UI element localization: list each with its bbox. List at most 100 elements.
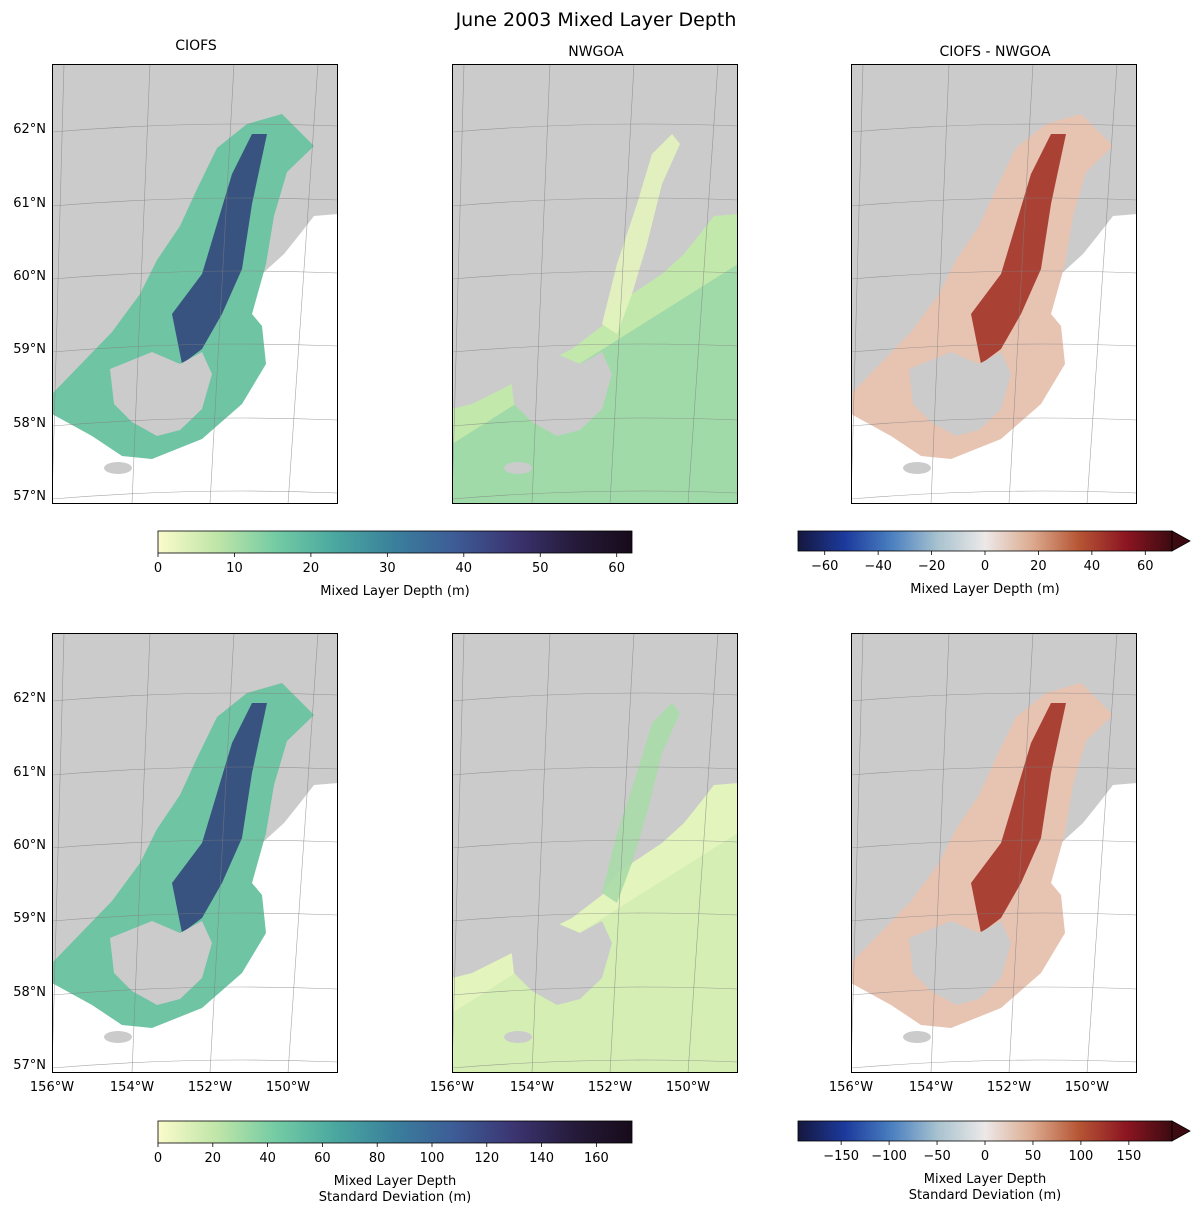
meridian-line: [531, 64, 551, 504]
parallel-line: [851, 123, 1137, 133]
lon-tick-label: 150°W: [666, 1080, 710, 1095]
parallel-line: [452, 123, 738, 133]
parallel-line: [52, 839, 338, 849]
colorbar-tick-label: −150: [823, 1149, 859, 1164]
meridian-line: [52, 633, 65, 1073]
colorbar-tick-label: 40: [456, 561, 473, 576]
lon-tick-label: 154°W: [110, 1080, 154, 1095]
panel-frame: [851, 64, 1137, 504]
parallel-line: [52, 343, 338, 353]
parallel-line: [851, 912, 1137, 922]
lat-tick-label: 61°N: [13, 765, 46, 780]
lat-tick-label: 61°N: [13, 196, 46, 211]
lat-tick-label: 58°N: [13, 416, 46, 431]
lon-tick-label: 150°W: [1065, 1080, 1109, 1095]
meridian-line: [209, 64, 235, 504]
lon-tick-label: 152°W: [588, 1080, 632, 1095]
colorbar-tick-label: −60: [811, 559, 838, 574]
parallel-line: [452, 490, 738, 500]
island: [903, 462, 931, 474]
lat-tick-label: 62°N: [13, 122, 46, 137]
parallel-line: [452, 912, 738, 922]
parallel-line: [452, 1059, 738, 1069]
island: [903, 1031, 931, 1043]
parallel-line: [452, 766, 738, 776]
colorbar-mean-diff: −60 −40 −20 0 20 40 60 Mixed Layer Depth (m): [797, 530, 1191, 597]
colorbar-tick-label: −20: [918, 559, 945, 574]
panel-frame: [452, 64, 738, 504]
colorbar-label: Mixed Layer Depth (m): [910, 582, 1059, 597]
colorbar-tick-label: −50: [923, 1149, 950, 1164]
colorbar-mean: 0 10 20 30 40 50 60 Mixed Layer Depth (m): [154, 530, 633, 599]
meridian-line: [687, 64, 719, 504]
parallel-line: [52, 692, 338, 702]
lat-tick-label: 62°N: [13, 691, 46, 706]
lat-tick-label: 57°N: [13, 1058, 46, 1073]
parallel-line: [851, 197, 1137, 207]
colorbar-tick-label: 60: [1137, 559, 1154, 574]
colorbar-tick-label: 40: [259, 1151, 276, 1166]
colorbar-std-diff: −150 −100 −50 0 50 100 150 Mixed Layer DepthSta…: [797, 1120, 1191, 1203]
parallel-line: [52, 270, 338, 280]
parallel-line: [452, 417, 738, 427]
meridian-line: [131, 633, 151, 1073]
parallel-line: [851, 839, 1137, 849]
parallel-line: [52, 912, 338, 922]
meridian-line: [1086, 64, 1118, 504]
colorbar-tick-label: 160: [584, 1151, 609, 1166]
colorbar-tick-label: 30: [379, 561, 396, 576]
meridian-line: [1086, 633, 1118, 1073]
map-panel-ciofs-std: [52, 633, 338, 1073]
lat-tick-label: 60°N: [13, 269, 46, 284]
meridian-line: [609, 633, 635, 1073]
meridian-line: [609, 64, 635, 504]
field-core: [172, 703, 267, 933]
colorbar-label: Standard Deviation (m): [909, 1188, 1061, 1203]
colorbar-extend-arrow: [1171, 530, 1191, 552]
panel-title-difference: CIOFS - NWGOA: [939, 44, 1051, 60]
island: [504, 1031, 532, 1043]
lat-tick-label: 59°N: [13, 911, 46, 926]
parallel-line: [52, 490, 338, 500]
parallel-line: [452, 986, 738, 996]
parallel-line: [452, 839, 738, 849]
parallel-line: [52, 197, 338, 207]
lat-tick-label: 57°N: [13, 489, 46, 504]
lon-tick-label: 156°W: [430, 1080, 474, 1095]
panel-frame: [452, 633, 738, 1073]
parallel-line: [851, 986, 1137, 996]
colorbar-tick-label: 0: [154, 1151, 162, 1166]
meridian-line: [531, 633, 551, 1073]
lon-tick-label: 152°W: [188, 1080, 232, 1095]
parallel-line: [452, 343, 738, 353]
parallel-line: [52, 1059, 338, 1069]
colorbar-extend-arrow: [1171, 1120, 1191, 1142]
lat-tick-label: 60°N: [13, 838, 46, 853]
colorbar-tick-label: 10: [226, 561, 243, 576]
parallel-line: [452, 197, 738, 207]
island: [104, 462, 132, 474]
meridian-line: [131, 64, 151, 504]
map-panel-nwgoa-std: [452, 633, 738, 1073]
meridian-line: [851, 64, 864, 504]
colorbar-tick-label: 20: [303, 561, 320, 576]
colorbar-ramp: [797, 530, 1173, 552]
colorbar-tick-label: 0: [981, 559, 989, 574]
meridian-line: [287, 633, 319, 1073]
panel-frame: [52, 633, 338, 1073]
map-panel-nwgoa-mean: [452, 64, 738, 504]
meridian-line: [930, 64, 950, 504]
lon-tick-label: 154°W: [909, 1080, 953, 1095]
colorbar-tick-label: 150: [1116, 1149, 1141, 1164]
panel-title-nwgoa: NWGOA: [568, 44, 624, 60]
colorbar-tick-label: 80: [369, 1151, 386, 1166]
colorbar-tick-label: −40: [864, 559, 891, 574]
lon-tick-label: 154°W: [510, 1080, 554, 1095]
figure-title: June 2003 Mixed Layer Depth: [455, 9, 737, 31]
colorbar-tick-label: 140: [529, 1151, 554, 1166]
colorbar-tick-label: 100: [1068, 1149, 1093, 1164]
field-core: [971, 703, 1066, 933]
colorbar-label: Mixed Layer Depth: [334, 1174, 456, 1189]
colorbar-std: 0 20 40 60 80 100 120 140 160 Mixed Layer DepthSt…: [154, 1120, 633, 1205]
panel-frame: [52, 64, 338, 504]
